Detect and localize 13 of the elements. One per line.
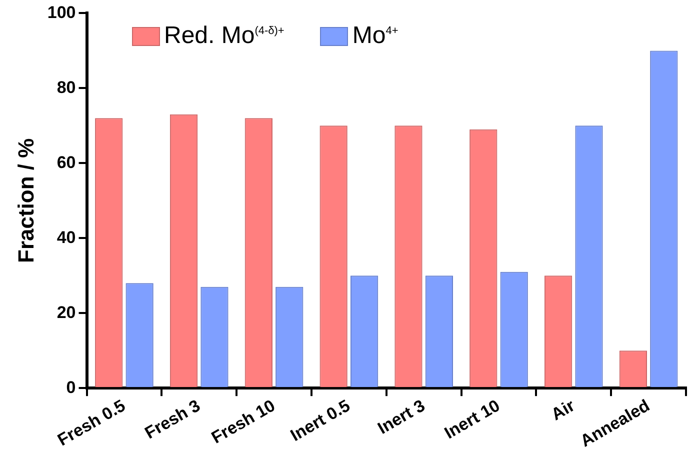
y-axis-title: Fraction / % [13, 138, 38, 263]
legend-label: Mo$^{4+}$ [352, 22, 398, 50]
x-tick-label: Inert 10 [441, 396, 504, 443]
x-tick-label: Inert 3 [374, 396, 428, 438]
y-tick-label: 80 [56, 78, 76, 97]
legend-label: Red. Mo$^{(4-δ)+}$ [164, 22, 284, 50]
x-tick-label: Air [548, 396, 578, 424]
y-tick-label: 100 [47, 2, 76, 22]
y-tick-label: 0 [66, 378, 76, 397]
y-tick-label: 60 [56, 152, 76, 172]
y-tick-label: 40 [56, 228, 76, 247]
y-tick-label: 20 [56, 302, 76, 322]
x-tick-label: Inert 0.5 [287, 396, 354, 446]
